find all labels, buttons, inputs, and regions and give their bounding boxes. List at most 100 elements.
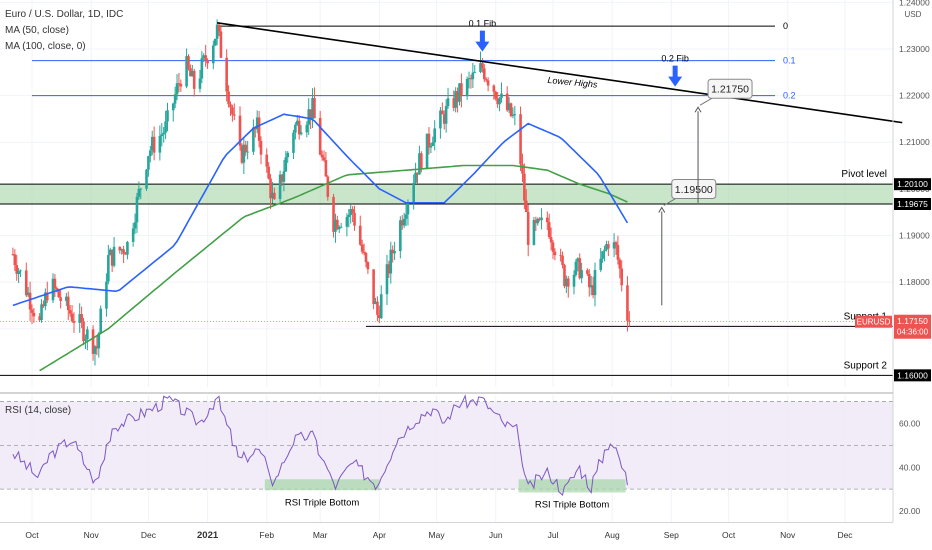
candle-body bbox=[551, 242, 555, 252]
candle-body bbox=[389, 249, 393, 274]
candle-body bbox=[593, 269, 597, 296]
candle-body bbox=[311, 98, 314, 120]
fib-0.2-label: 0.2 bbox=[783, 91, 796, 101]
candle-body bbox=[416, 172, 419, 175]
candle-body bbox=[547, 222, 551, 238]
candle-body bbox=[240, 145, 244, 163]
candle-body bbox=[524, 200, 528, 213]
ma50-legend[interactable]: MA (50, close) bbox=[5, 25, 69, 36]
x-tick-label: Sep bbox=[664, 530, 679, 540]
candle-body bbox=[255, 117, 259, 130]
candle-body bbox=[120, 249, 123, 251]
candle-body bbox=[481, 63, 484, 69]
candle-body bbox=[494, 91, 498, 99]
rsi-tick-label: 20.00 bbox=[899, 506, 921, 516]
candle-body bbox=[484, 79, 488, 81]
candle-body bbox=[105, 281, 108, 309]
candle-body bbox=[99, 308, 103, 334]
candle-body bbox=[320, 154, 324, 158]
candle-body bbox=[273, 192, 276, 200]
candle-body bbox=[441, 110, 444, 115]
price-tick-label: 1.19000 bbox=[899, 230, 930, 240]
candle-body bbox=[131, 228, 135, 242]
candle-body bbox=[297, 120, 301, 135]
x-tick-label: Aug bbox=[605, 530, 620, 540]
candle-body bbox=[213, 38, 217, 46]
candle-body bbox=[97, 333, 101, 349]
candle-body bbox=[65, 296, 68, 301]
lower-highs-label: Lower Highs bbox=[547, 75, 598, 90]
candle-body bbox=[164, 121, 167, 133]
candle-body bbox=[334, 219, 337, 232]
candle-body bbox=[189, 68, 192, 77]
candle-body bbox=[439, 110, 442, 129]
candle-body bbox=[149, 150, 152, 157]
candle-body bbox=[158, 136, 162, 153]
candle-body bbox=[353, 212, 356, 226]
candle-body bbox=[66, 296, 70, 311]
candle-body bbox=[30, 309, 34, 313]
candle-body bbox=[454, 91, 457, 108]
candle-body bbox=[108, 249, 112, 256]
candle-body bbox=[212, 45, 215, 64]
drawings: Lower Highs 0.1 Fib 0.2 Fib 1.19500 1.21750 bbox=[217, 19, 903, 306]
last-price-badge bbox=[894, 314, 931, 339]
candle-body bbox=[587, 273, 591, 288]
candle-body bbox=[374, 301, 377, 304]
candle-body bbox=[126, 241, 129, 255]
candle-body bbox=[185, 56, 188, 87]
candle-body bbox=[215, 24, 219, 39]
candle-body bbox=[572, 274, 576, 287]
candle-body bbox=[229, 104, 232, 108]
candle-body bbox=[280, 174, 284, 182]
candle-body bbox=[68, 310, 72, 314]
candle-body bbox=[507, 103, 511, 111]
candle-body bbox=[259, 140, 263, 155]
candle-body bbox=[536, 218, 540, 224]
target-arrow-head-0 bbox=[658, 206, 666, 213]
target-label-1: 1.21750 bbox=[711, 84, 749, 96]
candle-body bbox=[82, 321, 85, 342]
candle-body bbox=[351, 209, 354, 213]
candle-body bbox=[206, 60, 209, 64]
x-tick-label: Apr bbox=[373, 530, 386, 540]
candle-body bbox=[498, 97, 501, 105]
candle-body bbox=[605, 244, 608, 250]
candle-body bbox=[40, 304, 43, 321]
candle-body bbox=[246, 151, 249, 153]
candle-body bbox=[565, 278, 568, 287]
ma50-line bbox=[12, 113, 629, 307]
candle-body bbox=[578, 258, 582, 279]
x-tick-label: Jul bbox=[548, 530, 559, 540]
candle-body bbox=[366, 262, 370, 270]
candle-body bbox=[42, 304, 45, 307]
candle-body bbox=[618, 259, 622, 269]
candle-body bbox=[231, 107, 234, 115]
ma100-legend[interactable]: MA (100, close, 0) bbox=[5, 41, 86, 52]
candle-body bbox=[431, 142, 435, 146]
candle-body bbox=[191, 70, 194, 77]
support-2-label: Support 2 bbox=[844, 360, 888, 371]
fib-0.1-label: 0.1 bbox=[783, 56, 796, 66]
target-callout-1 bbox=[699, 97, 713, 106]
candle-body bbox=[150, 136, 154, 151]
candle-body bbox=[238, 115, 242, 146]
rsi-tick-label: 40.00 bbox=[899, 462, 921, 472]
candle-body bbox=[362, 251, 366, 253]
candle-body bbox=[406, 202, 410, 215]
candle-body bbox=[252, 127, 255, 152]
candle-body bbox=[13, 254, 17, 266]
candle-body bbox=[540, 217, 543, 221]
candle-body bbox=[607, 244, 610, 249]
candle-body bbox=[133, 222, 137, 229]
candle-body bbox=[545, 217, 549, 223]
candle-body bbox=[175, 83, 179, 95]
rsi-legend[interactable]: RSI (14, close) bbox=[5, 405, 72, 416]
candle-body bbox=[91, 329, 95, 354]
candle-body bbox=[187, 56, 190, 69]
candle-body bbox=[227, 91, 230, 105]
candle-body bbox=[147, 156, 150, 170]
candle-body bbox=[349, 209, 353, 215]
candle-body bbox=[553, 251, 557, 256]
